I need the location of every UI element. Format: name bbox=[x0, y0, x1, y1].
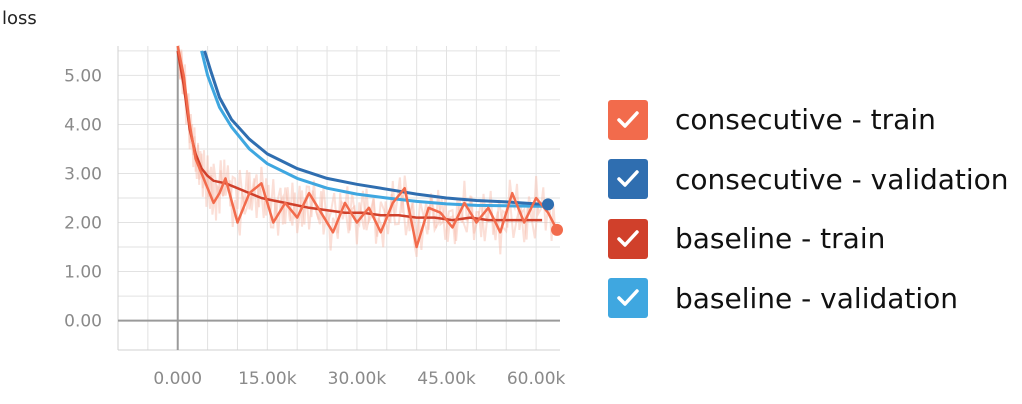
checkbox-icon[interactable] bbox=[608, 278, 648, 319]
legend-item-consecutive-train[interactable]: consecutive - train bbox=[608, 90, 1009, 150]
end-marker bbox=[551, 223, 564, 236]
tick-labels: 0.00 1.00 2.00 3.00 4.00 5.00 0.000 15.00k 30.00… bbox=[64, 66, 565, 389]
series-lines bbox=[176, 46, 559, 249]
chart-title: loss bbox=[2, 8, 37, 29]
axes bbox=[117, 46, 560, 351]
legend-item-baseline-validation[interactable]: baseline - validation bbox=[608, 269, 1009, 329]
raw-train-noise bbox=[176, 45, 557, 257]
legend-item-baseline-train[interactable]: baseline - train bbox=[608, 209, 1009, 269]
y-tick-label: 2.00 bbox=[64, 214, 102, 234]
legend: consecutive - train consecutive - valida… bbox=[608, 90, 1009, 328]
x-tick-label: 0.000 bbox=[153, 369, 202, 389]
end-marker bbox=[542, 198, 555, 211]
x-tick-label: 15.00k bbox=[238, 369, 297, 389]
legend-label: baseline - train bbox=[675, 222, 886, 256]
y-tick-label: 1.00 bbox=[64, 263, 102, 283]
legend-label: consecutive - validation bbox=[675, 162, 1009, 196]
checkbox-icon[interactable] bbox=[608, 218, 648, 259]
y-tick-label: 4.00 bbox=[64, 115, 102, 135]
checkbox-icon[interactable] bbox=[608, 99, 648, 140]
legend-item-consecutive-validation[interactable]: consecutive - validation bbox=[608, 150, 1009, 210]
series-line-baseline-validation bbox=[200, 50, 549, 208]
end-markers bbox=[542, 198, 564, 236]
y-tick-label: 0.00 bbox=[64, 312, 102, 332]
y-tick-label: 5.00 bbox=[64, 66, 102, 86]
series-line-consecutive-validation bbox=[203, 50, 549, 206]
raw-noise-line bbox=[177, 45, 557, 257]
legend-label: baseline - validation bbox=[675, 281, 959, 315]
series-line-consecutive-train bbox=[176, 46, 559, 249]
y-tick-label: 3.00 bbox=[64, 164, 102, 184]
legend-label: consecutive - train bbox=[675, 103, 936, 137]
x-tick-label: 30.00k bbox=[328, 369, 387, 389]
x-tick-label: 60.00k bbox=[507, 369, 566, 389]
x-tick-label: 45.00k bbox=[417, 369, 476, 389]
checkbox-icon[interactable] bbox=[608, 159, 648, 200]
